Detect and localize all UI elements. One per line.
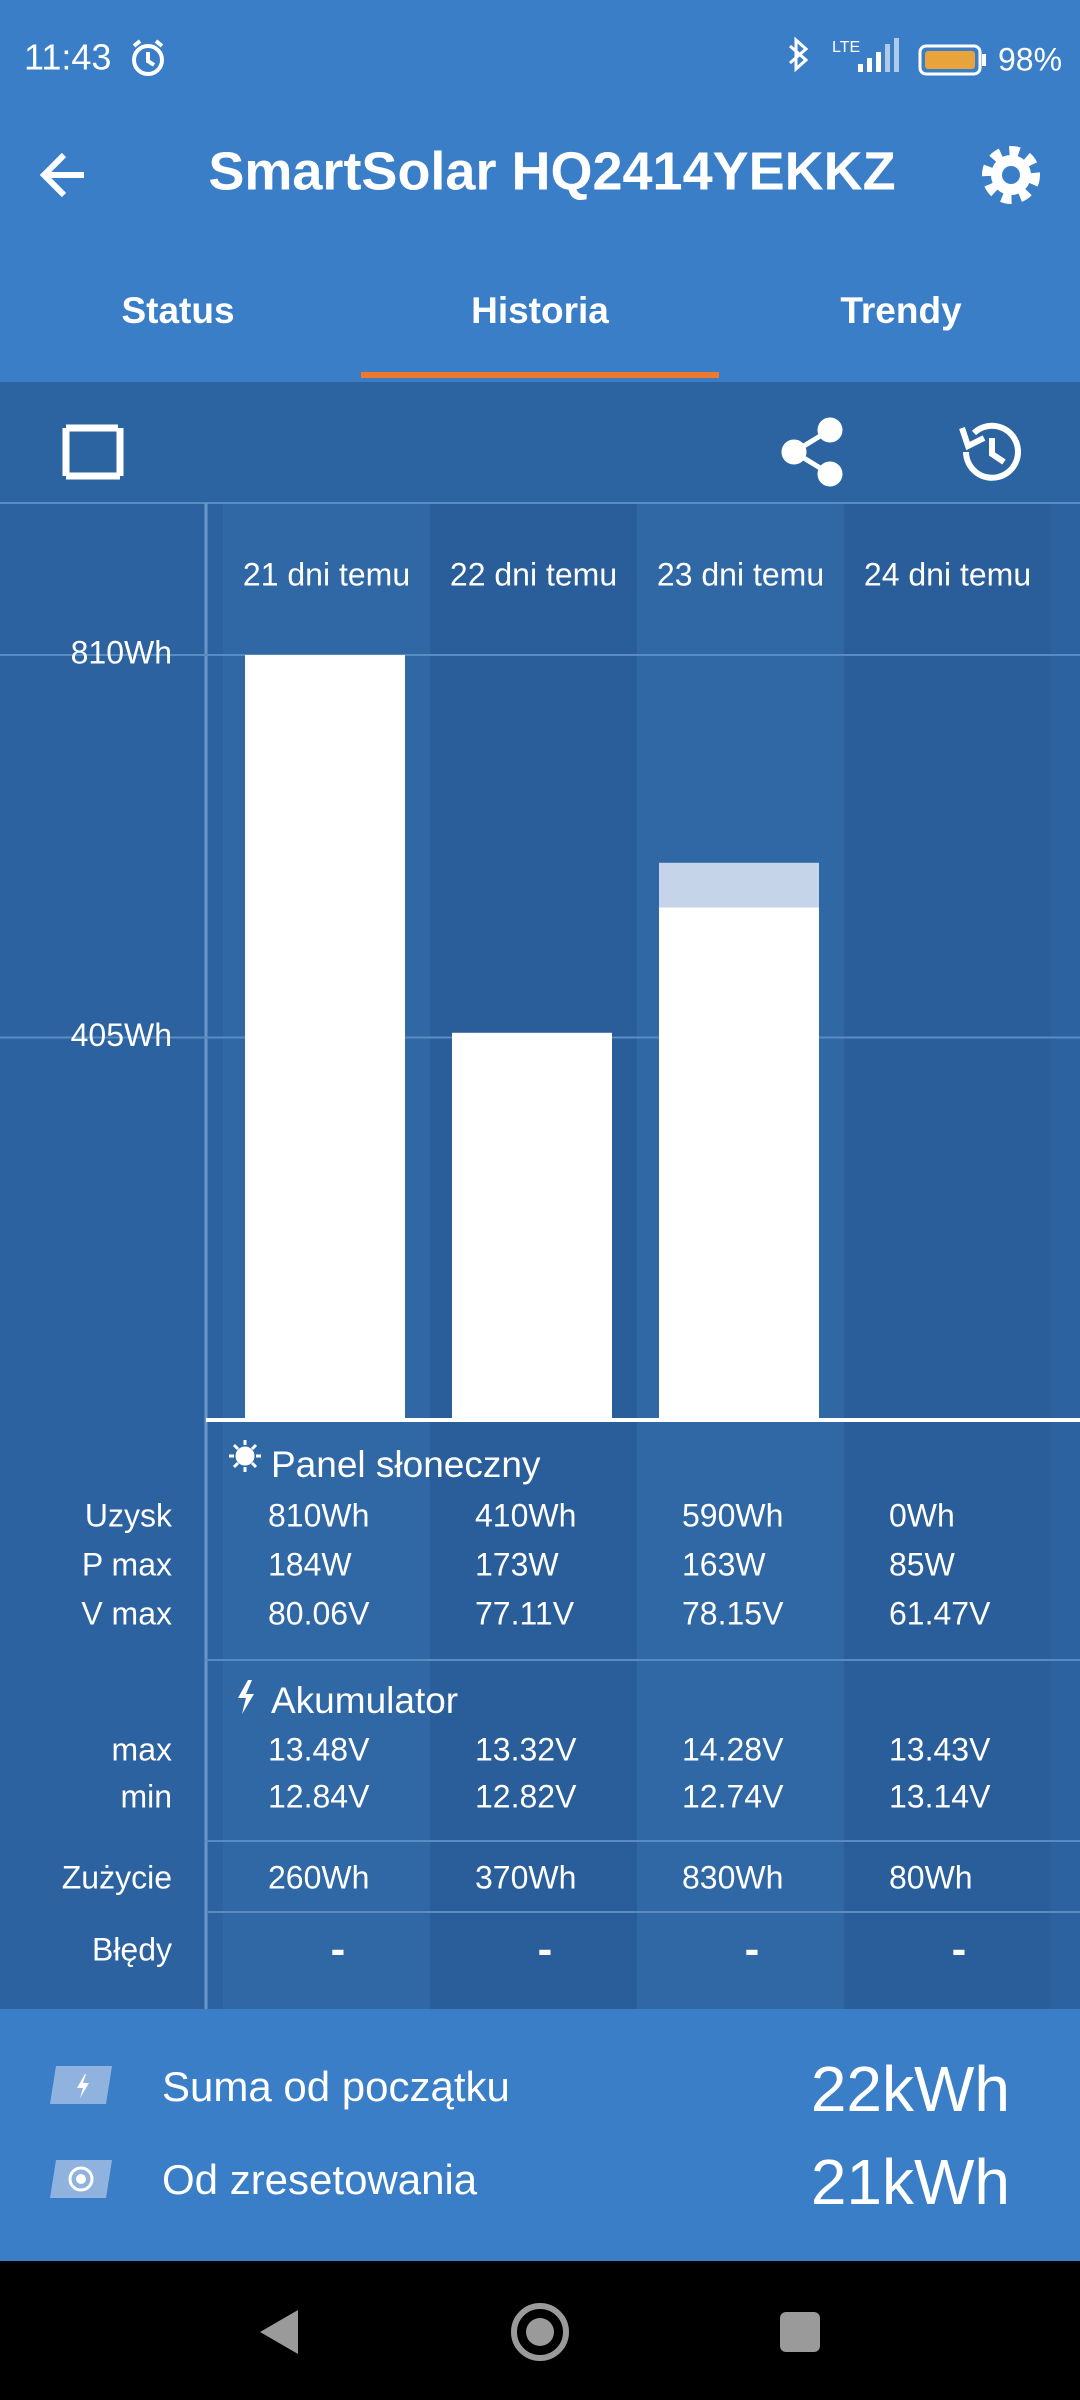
section-title: Panel słoneczny [271,1444,541,1485]
signal-icon [858,38,899,72]
app-bar [0,0,1080,382]
cell: 0Wh [889,1497,955,1533]
tab[interactable]: Status [121,290,234,331]
summary-value: 21kWh [811,2146,1010,2218]
cell: 13.32V [475,1731,577,1767]
row-label: min [120,1778,172,1814]
column-stripe [844,504,1051,2009]
battery-icon [918,44,986,76]
network-type: LTE [832,39,860,56]
cell: 80.06V [268,1595,370,1631]
cell: 12.82V [475,1778,577,1814]
nav-recents[interactable] [780,2312,820,2352]
bluetooth-icon [789,36,809,73]
nav-back[interactable] [260,2310,298,2354]
bar [245,655,405,1420]
cell: 163W [682,1546,766,1582]
x-tick-label: 22 dni temu [450,556,617,592]
cell: 184W [268,1546,352,1582]
cell: 12.84V [268,1778,370,1814]
cell: 85W [889,1546,956,1582]
settings-button[interactable] [982,146,1040,204]
cell: 13.43V [889,1731,991,1767]
cell: 12.74V [682,1778,784,1814]
device-title: SmartSolar HQ2414YEKKZ [208,141,895,201]
total-icon-bolt [77,2074,89,2098]
cell: - [952,1925,967,1974]
alarm-icon [132,39,164,76]
nav-home[interactable] [511,2303,569,2361]
cell: 77.11V [475,1595,575,1631]
cell: 173W [475,1546,559,1582]
share-button[interactable] [781,417,843,487]
row-label: Błędy [92,1931,172,1967]
bar [659,862,819,908]
tab-indicator [361,372,719,378]
clock: 11:43 [24,37,111,78]
summary-label: Suma od początku [162,2063,510,2110]
row-label: V max [81,1595,172,1631]
cell: - [538,1925,553,1974]
summary-value: 22kWh [811,2053,1010,2125]
row-label: Uzysk [85,1497,173,1533]
reset-icon-dot [76,2174,86,2184]
x-tick-label: 21 dni temu [243,556,410,592]
row-label: P max [82,1546,172,1582]
cell: 830Wh [682,1859,783,1895]
cell: 78.15V [682,1595,784,1631]
cell: 810Wh [268,1497,369,1533]
cell: 13.14V [889,1778,991,1814]
x-tick-label: 24 dni temu [864,556,1031,592]
cell: 61.47V [889,1595,991,1631]
toolbar [0,382,1080,503]
row-label: Zużycie [62,1859,172,1895]
y-tick-label: 405Wh [71,1017,172,1053]
cell: - [331,1925,346,1974]
summary-label: Od zresetowania [162,2156,478,2203]
cell: 260Wh [268,1859,369,1895]
section-title: Akumulator [271,1680,458,1721]
cell: 410Wh [475,1497,576,1533]
battery-level: 98% [998,41,1062,77]
x-tick-label: 23 dni temu [657,556,824,592]
tab[interactable]: Historia [471,290,609,331]
bolt-icon [238,1680,254,1714]
sun-icon [229,1440,261,1472]
row-label: max [112,1731,172,1767]
fullscreen-button[interactable] [62,424,124,480]
y-tick-label: 810Wh [71,634,172,670]
cell: 370Wh [475,1859,576,1895]
reset-icon-ring [68,2166,94,2192]
cell: 590Wh [682,1497,783,1533]
cell: 13.48V [268,1731,370,1767]
summary-panel [0,2009,1080,2261]
bar [659,907,819,1420]
cell: - [745,1925,760,1974]
history-button[interactable] [959,422,1021,481]
cell: 80Wh [889,1859,973,1895]
bar [452,1032,612,1420]
tab[interactable]: Trendy [840,290,962,331]
back-button[interactable] [39,152,84,198]
cell: 14.28V [682,1731,784,1767]
